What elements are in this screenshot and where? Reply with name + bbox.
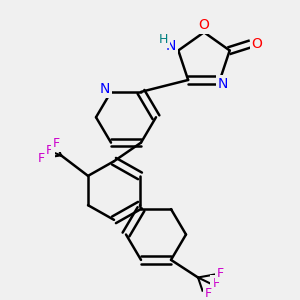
Text: N: N [218, 77, 228, 92]
Text: N: N [100, 82, 110, 96]
Text: F: F [217, 267, 224, 280]
Text: H: H [159, 33, 168, 46]
Text: F: F [38, 152, 45, 165]
Text: N: N [166, 39, 176, 53]
Text: O: O [252, 37, 262, 51]
Text: O: O [199, 18, 209, 32]
Text: F: F [53, 137, 60, 150]
Text: F: F [205, 287, 212, 300]
Text: F: F [212, 277, 220, 290]
Text: F: F [46, 145, 52, 158]
